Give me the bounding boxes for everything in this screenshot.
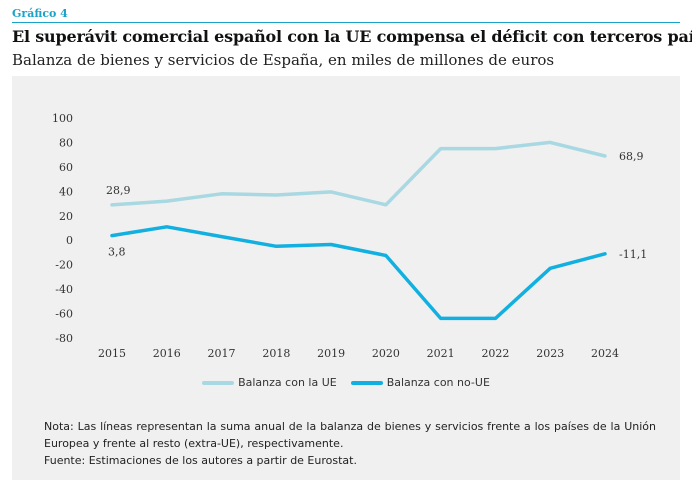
legend-label-no-ue: Balanza con no-UE: [386, 376, 490, 389]
chart-legend: Balanza con la UE Balanza con no-UE: [12, 376, 680, 389]
data-label: 68,9: [619, 150, 644, 163]
legend-label-ue: Balanza con la UE: [238, 376, 337, 389]
y-tick-label: 60: [59, 161, 73, 174]
x-tick-label: 2021: [427, 347, 455, 360]
y-tick-label: 20: [59, 210, 73, 223]
series-line-no-ue: [110, 225, 607, 321]
legend-swatch-ue: [202, 380, 235, 385]
x-tick-label: 2016: [153, 347, 181, 360]
series-line-ue: [110, 140, 607, 207]
y-tick-label: 40: [59, 185, 73, 198]
y-tick-label: 80: [59, 136, 73, 149]
chart-panel: 100 80 60 40 20 0 -20 -40 -60 -80 2015 2016 2017 2018…: [12, 76, 680, 480]
note-text: Nota: Las líneas representan la suma anu…: [44, 420, 656, 450]
chart-subtitle: Balanza de bienes y servicios de España,…: [12, 51, 555, 69]
chart-number: Gráfico 4: [12, 7, 68, 20]
chart-notes: Nota: Las líneas representan la suma anu…: [44, 418, 656, 469]
x-tick-label: 2019: [317, 347, 345, 360]
legend-item-ue: Balanza con la UE: [202, 376, 337, 389]
data-label: 28,9: [106, 184, 131, 197]
x-tick-label: 2017: [208, 347, 236, 360]
y-tick-label: -20: [55, 259, 73, 272]
x-tick-label: 2015: [98, 347, 126, 360]
x-tick-label: 2020: [372, 347, 400, 360]
y-tick-label: -60: [55, 308, 73, 321]
x-tick-label: 2024: [591, 347, 619, 360]
y-tick-label: -80: [55, 332, 73, 345]
chart-title: El superávit comercial español con la UE…: [12, 27, 692, 46]
legend-item-no-ue: Balanza con no-UE: [350, 376, 490, 389]
y-tick-label: 0: [66, 234, 73, 247]
x-tick-label: 2023: [536, 347, 564, 360]
header-rule: [12, 22, 680, 23]
line-chart: 100 80 60 40 20 0 -20 -40 -60 -80 2015 2016 2017 2018…: [52, 112, 647, 360]
y-tick-label: 100: [52, 112, 73, 125]
data-label: 3,8: [108, 246, 126, 259]
x-tick-label: 2022: [481, 347, 509, 360]
y-tick-label: -40: [55, 283, 73, 296]
legend-swatch-no-ue: [350, 380, 383, 385]
x-tick-label: 2018: [262, 347, 290, 360]
source-text: Fuente: Estimaciones de los autores a pa…: [44, 454, 357, 467]
data-label: -11,1: [619, 248, 647, 261]
